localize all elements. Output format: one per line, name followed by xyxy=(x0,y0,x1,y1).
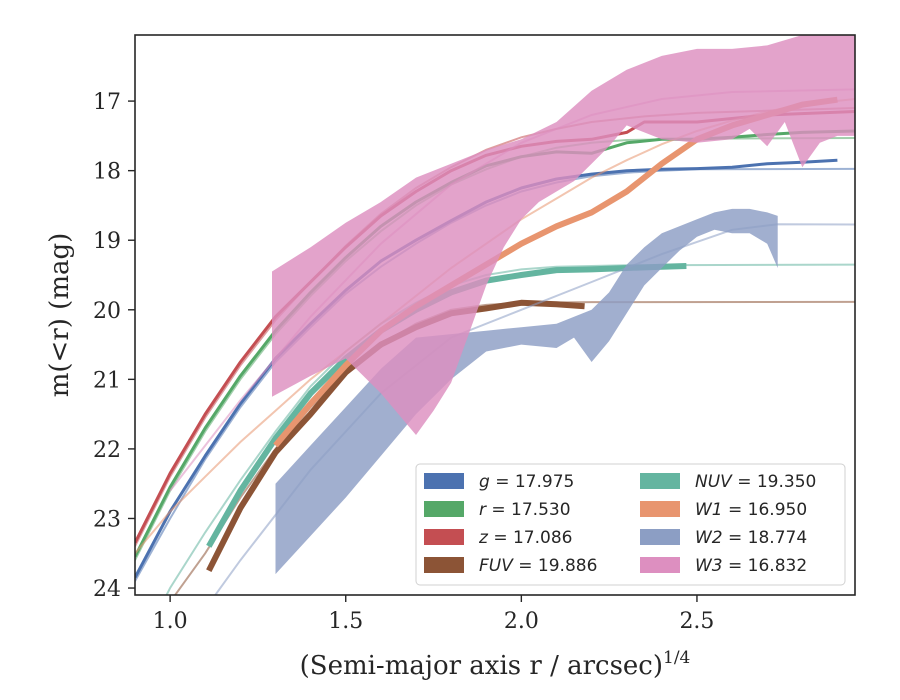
legend-label: W1 = 16.950 xyxy=(695,500,807,520)
y-tick-label: 18 xyxy=(93,160,121,185)
legend-swatch xyxy=(640,501,680,517)
legend-label: g = 17.975 xyxy=(479,472,574,492)
legend-label-name: W1 xyxy=(695,500,723,520)
x-tick-label: 1.0 xyxy=(153,609,188,634)
legend-entry: g = 17.975 xyxy=(424,472,574,492)
legend-entry: W2 = 18.774 xyxy=(640,528,807,548)
legend-entry: FUV = 19.886 xyxy=(424,556,597,576)
legend-label-value: = 19.886 xyxy=(513,556,598,576)
legend-label-name: NUV xyxy=(695,472,733,492)
legend-label-value: = 16.832 xyxy=(723,556,808,576)
model-line-w2 xyxy=(214,223,855,595)
legend-label-value: = 18.774 xyxy=(723,528,808,548)
legend-label: r = 17.530 xyxy=(479,500,571,520)
legend-label: z = 17.086 xyxy=(478,528,572,548)
legend-label-name: r xyxy=(479,500,487,520)
x-axis-label: (Semi-major axis r / arcsec)1/4 xyxy=(300,648,691,681)
y-tick-label: 23 xyxy=(93,507,121,532)
series-w3 xyxy=(169,35,855,492)
band-w2 xyxy=(275,208,778,575)
y-tick-label: 22 xyxy=(93,438,121,463)
legend-swatch xyxy=(424,501,464,517)
legend-swatch xyxy=(640,557,680,573)
y-tick-label: 19 xyxy=(93,229,121,254)
y-axis: 17 18 19 20 21 22 23 24 xyxy=(93,90,135,602)
legend-label-name: FUV xyxy=(479,556,514,576)
x-tick-label: 2.0 xyxy=(504,609,539,634)
legend-swatch xyxy=(424,529,464,545)
legend-entry: NUV = 19.350 xyxy=(640,472,816,492)
band-w3 xyxy=(272,35,855,435)
legend-entry: r = 17.530 xyxy=(424,500,571,520)
x-tick-label: 2.5 xyxy=(679,609,714,634)
legend-label-name: g xyxy=(479,472,490,492)
x-tick-label: 1.5 xyxy=(328,609,363,634)
series-nuv xyxy=(165,263,855,595)
legend-swatch xyxy=(424,473,464,489)
legend-label-value: = 17.530 xyxy=(486,500,571,520)
y-tick-label: 20 xyxy=(93,299,121,324)
y-tick-label: 24 xyxy=(93,577,121,602)
y-tick-label: 21 xyxy=(93,368,121,393)
legend-entry: z = 17.086 xyxy=(424,528,572,548)
legend-label-value: = 17.086 xyxy=(488,528,573,548)
legend-label: W3 = 16.832 xyxy=(695,556,807,576)
series-w2 xyxy=(214,208,855,595)
legend-label-name: z xyxy=(478,528,489,548)
model-line-nuv xyxy=(165,263,855,595)
legend-swatch xyxy=(640,529,680,545)
legend-label-value: = 19.350 xyxy=(732,472,817,492)
plot-frame xyxy=(134,34,856,596)
legend-label: NUV = 19.350 xyxy=(695,472,816,492)
x-axis: 1.0 1.5 2.0 2.5 xyxy=(153,595,714,634)
legend-label-name: W2 xyxy=(695,528,723,548)
legend-label-value: = 17.975 xyxy=(490,472,575,492)
legend-swatch xyxy=(640,473,680,489)
legend-label: FUV = 19.886 xyxy=(479,556,597,576)
legend-entry: W3 = 16.832 xyxy=(640,556,807,576)
legend-label-name: W3 xyxy=(695,556,723,576)
legend-box xyxy=(415,463,846,586)
y-axis-label: m(<r) (mag) xyxy=(45,233,75,398)
legend-swatch xyxy=(424,557,464,573)
plot-area xyxy=(135,35,855,595)
y-tick-label: 17 xyxy=(93,90,121,115)
legend-entry: W1 = 16.950 xyxy=(640,500,807,520)
legend-label: W2 = 18.774 xyxy=(695,528,807,548)
legend-label-value: = 16.950 xyxy=(723,500,808,520)
